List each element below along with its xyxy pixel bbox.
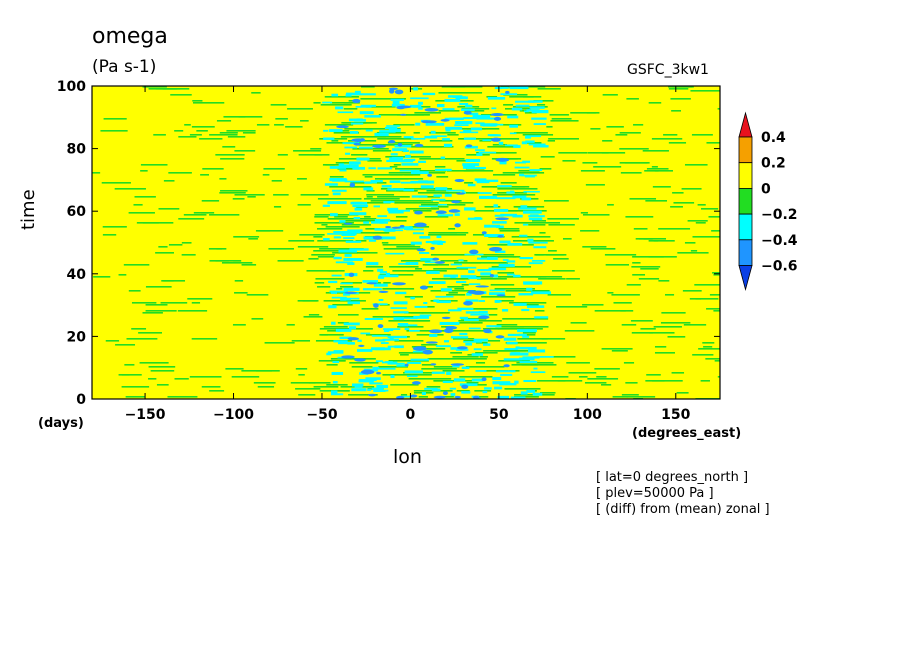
colorbar-label-4: −0.4 [761,233,798,249]
colorbar-box-3 [738,187,753,215]
colorbar-box-4 [738,213,753,241]
y-tick-label-3: 60 [67,204,87,220]
note-pressure-level: [ plev=50000 Pa ] [596,486,714,501]
x-tick-label-2: −50 [306,407,337,423]
y-tick-3: 60 [67,204,720,220]
colorbar-box-2 [738,162,753,189]
x-axis-label: lon [393,446,422,468]
y-axis-unit: (days) [38,416,84,431]
x-tick-2: −50 [306,86,338,423]
x-tick-label-1: −100 [213,407,254,423]
y-tick-2: 40 [67,267,720,283]
x-tick-1: −100 [213,86,254,423]
x-tick-label-4: 50 [489,407,509,423]
y-tick-label-4: 80 [67,142,87,158]
colorbar-bottom-triangle [738,265,753,292]
colorbar-box-5 [738,239,753,266]
y-tick-0: 0 [76,392,720,408]
plot-area [92,86,720,399]
y-tick-5: 100 [57,79,720,95]
colorbar-label-0: 0.4 [761,130,786,146]
x-tick-0: −150 [125,86,166,423]
colorbar: 0.4 0.2 0 −0.2 −0.4 −0.6 [738,111,798,292]
x-tick-label-6: 150 [661,407,690,423]
plot-frame [91,85,721,400]
colorbar-label-3: −0.2 [761,207,798,223]
x-tick-label-3: 0 [406,407,416,423]
x-tick-6: 150 [661,86,691,423]
y-tick-label-0: 0 [76,392,86,408]
colorbar-box-1 [738,136,753,164]
y-tick-4: 80 [67,142,720,158]
x-tick-label-5: 100 [573,407,602,423]
x-axis-unit: (degrees_east) [632,426,742,441]
axes: −150 −100 −50 0 50 100 150 0 20 40 60 80 100 [57,79,721,423]
y-tick-label-5: 100 [57,79,86,95]
x-tick-4: 50 [489,86,509,423]
colorbar-label-2: 0 [761,181,771,197]
chart-units: (Pa s-1) [92,57,157,77]
chart-title: omega [92,24,168,49]
x-tick-label-0: −150 [125,407,166,423]
colorbar-label-1: 0.2 [761,156,786,172]
x-tick-3: 0 [406,86,416,423]
very-strong-negative-blobs [336,87,510,399]
note-zonal-diff: [ (diff) from (mean) zonal ] [596,502,770,517]
y-tick-label-1: 20 [67,329,87,345]
x-tick-5: 100 [573,86,602,423]
y-tick-1: 20 [67,329,720,345]
colorbar-top-triangle [738,111,753,138]
dataset-label: GSFC_3kw1 [627,62,709,78]
note-latitude: [ lat=0 degrees_north ] [596,470,749,485]
y-tick-label-2: 40 [67,267,87,283]
colorbar-label-5: −0.6 [761,259,798,275]
strong-negative-band-streaks [322,86,554,399]
